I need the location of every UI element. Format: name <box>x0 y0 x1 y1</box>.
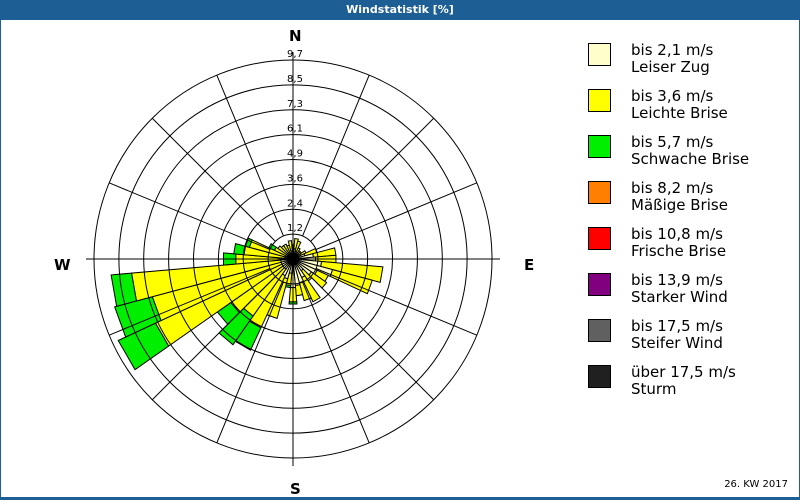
wind-rose-segment <box>233 242 247 256</box>
compass-south-label: S <box>290 480 301 498</box>
legend-range: bis 3,6 m/s <box>631 87 714 105</box>
legend-range: bis 2,1 m/s <box>631 41 714 59</box>
wind-rose-segment <box>293 237 299 250</box>
legend-label: Schwache Brise <box>631 150 750 168</box>
legend-label: Leichte Brise <box>631 104 728 122</box>
ring-label: 9,7 <box>287 49 303 60</box>
wind-rose-ring-labels: 1,2 2,4 3,6 4,9 6,1 7,3 8,5 9,7 <box>287 49 303 234</box>
ring-label: 4,9 <box>287 149 303 160</box>
wind-rose-segment <box>301 275 321 303</box>
wind-rose-segment <box>113 296 162 338</box>
ring-label: 7,3 <box>287 99 303 110</box>
legend-label: Leiser Zug <box>631 58 710 76</box>
wind-rose-segment <box>110 272 138 307</box>
legend-range: bis 17,5 m/s <box>631 317 723 335</box>
legend-swatch <box>588 135 611 158</box>
legend-label: Frische Brise <box>631 242 727 260</box>
compass-west-label: W <box>54 256 71 274</box>
legend-label: Steifer Wind <box>631 334 723 352</box>
compass-north-label: N <box>289 27 302 45</box>
bottom-border <box>0 497 800 500</box>
ring-label: 2,4 <box>287 198 303 209</box>
week-label: 26. KW 2017 <box>724 479 788 490</box>
wind-rose-chart: 1,2 2,4 3,6 4,9 6,1 7,3 8,5 9,7 <box>86 49 500 466</box>
legend-swatch <box>588 89 611 112</box>
wind-rose-segment <box>244 237 253 248</box>
wind-rose-grid <box>86 52 500 466</box>
legend-label: Starker Wind <box>631 288 728 306</box>
ring-label: 1,2 <box>287 223 303 234</box>
legend-range: bis 10,8 m/s <box>631 225 723 243</box>
legend-swatch <box>588 227 611 250</box>
legend-swatch <box>588 43 611 66</box>
ring-label: 3,6 <box>287 173 303 184</box>
legend-swatch <box>588 319 611 342</box>
legend-range: bis 13,9 m/s <box>631 271 723 289</box>
legend-range: über 17,5 m/s <box>631 363 736 381</box>
compass-east-label: E <box>524 256 535 274</box>
ring-label: 6,1 <box>287 124 303 135</box>
legend-swatch <box>588 365 611 388</box>
chart-title-bar: Windstatistik [%] <box>0 0 800 20</box>
wind-rose-segment <box>287 240 293 252</box>
chart-title: Windstatistik [%] <box>346 3 454 16</box>
legend-swatch <box>588 273 611 296</box>
legend-range: bis 8,2 m/s <box>631 179 714 197</box>
legend-swatch <box>588 181 611 204</box>
legend-label: Sturm <box>631 380 677 398</box>
legend-range: bis 5,7 m/s <box>631 133 714 151</box>
legend-label: Mäßige Brise <box>631 196 728 214</box>
ring-label: 8,5 <box>287 74 303 85</box>
